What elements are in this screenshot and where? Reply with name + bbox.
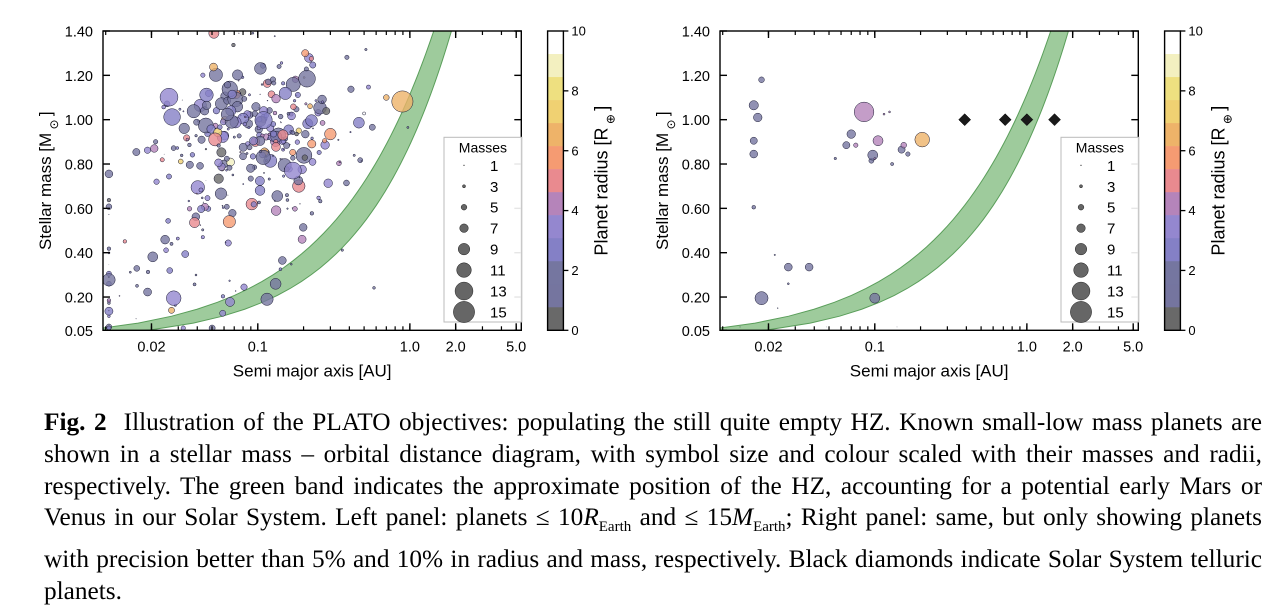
svg-text:Masses: Masses bbox=[459, 139, 507, 155]
svg-text:2.0: 2.0 bbox=[1063, 339, 1083, 355]
svg-text:1.40: 1.40 bbox=[682, 25, 710, 41]
svg-text:0.40: 0.40 bbox=[65, 246, 93, 262]
svg-text:0.05: 0.05 bbox=[682, 324, 710, 340]
svg-text:Planet radius [R ⊕ ]: Planet radius [R ⊕ ] bbox=[1208, 106, 1234, 256]
svg-text:5.0: 5.0 bbox=[1123, 339, 1143, 355]
svg-text:15: 15 bbox=[490, 305, 507, 322]
svg-text:0.1: 0.1 bbox=[865, 339, 885, 355]
svg-text:0.20: 0.20 bbox=[65, 291, 93, 307]
svg-text:0.20: 0.20 bbox=[682, 291, 710, 307]
svg-text:0.80: 0.80 bbox=[682, 158, 710, 174]
svg-text:3: 3 bbox=[490, 179, 498, 196]
svg-text:15: 15 bbox=[1107, 305, 1124, 322]
svg-text:1.00: 1.00 bbox=[682, 113, 710, 129]
svg-text:2: 2 bbox=[571, 263, 578, 278]
svg-text:0.60: 0.60 bbox=[682, 202, 710, 218]
svg-text:2.0: 2.0 bbox=[446, 339, 466, 355]
svg-text:3: 3 bbox=[1107, 179, 1115, 196]
svg-text:Semi major axis [AU]: Semi major axis [AU] bbox=[850, 361, 1009, 380]
svg-text:Semi major axis [AU]: Semi major axis [AU] bbox=[233, 361, 392, 380]
svg-text:0.02: 0.02 bbox=[137, 339, 165, 355]
svg-text:1.0: 1.0 bbox=[400, 339, 420, 355]
svg-text:0.05: 0.05 bbox=[65, 324, 93, 340]
svg-text:1: 1 bbox=[1107, 158, 1115, 175]
svg-text:4: 4 bbox=[571, 203, 578, 218]
svg-text:Planet radius [R ⊕ ]: Planet radius [R ⊕ ] bbox=[591, 106, 617, 256]
svg-text:7: 7 bbox=[490, 221, 498, 238]
svg-text:0.60: 0.60 bbox=[65, 202, 93, 218]
svg-text:0.80: 0.80 bbox=[65, 158, 93, 174]
svg-text:1.20: 1.20 bbox=[65, 69, 93, 85]
svg-text:6: 6 bbox=[1188, 143, 1195, 158]
svg-text:1.0: 1.0 bbox=[1017, 339, 1037, 355]
svg-text:7: 7 bbox=[1107, 221, 1115, 238]
svg-text:5.0: 5.0 bbox=[506, 339, 526, 355]
svg-text:Masses: Masses bbox=[1076, 139, 1124, 155]
svg-text:Stellar mass [M ⊙ ]: Stellar mass [M ⊙ ] bbox=[653, 111, 678, 250]
svg-text:9: 9 bbox=[1107, 242, 1115, 259]
svg-text:5: 5 bbox=[1107, 200, 1115, 217]
svg-text:5: 5 bbox=[490, 200, 498, 217]
svg-text:2: 2 bbox=[1188, 263, 1195, 278]
svg-text:Stellar mass [M ⊙ ]: Stellar mass [M ⊙ ] bbox=[36, 111, 61, 250]
svg-text:0: 0 bbox=[571, 323, 578, 338]
svg-text:0.1: 0.1 bbox=[248, 339, 268, 355]
svg-text:1.00: 1.00 bbox=[65, 113, 93, 129]
svg-text:1.40: 1.40 bbox=[65, 25, 93, 41]
svg-text:10: 10 bbox=[1188, 24, 1202, 39]
svg-text:8: 8 bbox=[1188, 83, 1195, 98]
svg-text:9: 9 bbox=[490, 242, 498, 259]
svg-text:1.20: 1.20 bbox=[682, 69, 710, 85]
svg-text:13: 13 bbox=[490, 284, 507, 301]
svg-text:11: 11 bbox=[1107, 263, 1123, 280]
svg-text:11: 11 bbox=[490, 263, 506, 280]
svg-text:13: 13 bbox=[1107, 284, 1124, 301]
svg-text:6: 6 bbox=[571, 143, 578, 158]
svg-text:8: 8 bbox=[571, 83, 578, 98]
svg-text:0.40: 0.40 bbox=[682, 246, 710, 262]
svg-text:0.02: 0.02 bbox=[754, 339, 782, 355]
svg-text:1: 1 bbox=[490, 158, 498, 175]
svg-text:0: 0 bbox=[1188, 323, 1195, 338]
svg-text:4: 4 bbox=[1188, 203, 1195, 218]
svg-text:10: 10 bbox=[571, 24, 585, 39]
